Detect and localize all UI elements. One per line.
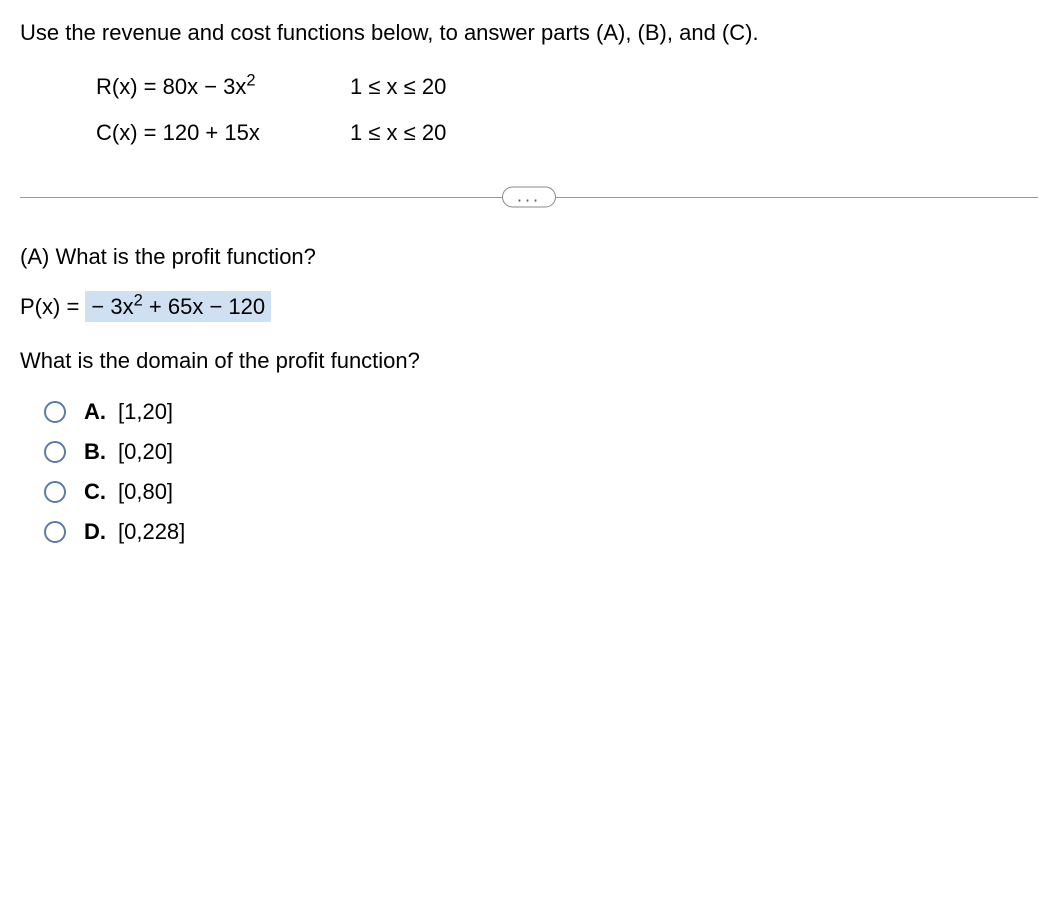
options-list: A. [1,20] B. [0,20] C. [0,80] D. [0,228] [20, 392, 1038, 552]
radio-a[interactable] [44, 401, 66, 423]
equations-block: R(x) = 80x − 3x2 1 ≤ x ≤ 20 C(x) = 120 +… [20, 74, 1038, 146]
option-c[interactable]: C. [0,80] [20, 472, 1038, 512]
cost-equation: C(x) = 120 + 15x 1 ≤ x ≤ 20 [96, 120, 1038, 146]
option-label-b: B. [84, 439, 110, 465]
section-divider: ... [20, 182, 1038, 212]
domain-question: What is the domain of the profit functio… [20, 348, 1038, 374]
intro-text: Use the revenue and cost functions below… [20, 20, 1038, 46]
radio-b[interactable] [44, 441, 66, 463]
option-text-d: [0,228] [118, 519, 185, 545]
expand-button[interactable]: ... [502, 187, 556, 208]
revenue-lhs: R(x) = 80x − 3x [96, 74, 246, 99]
option-text-a: [1,20] [118, 399, 173, 425]
option-b[interactable]: B. [0,20] [20, 432, 1038, 472]
option-text-c: [0,80] [118, 479, 173, 505]
cost-domain: 1 ≤ x ≤ 20 [350, 120, 446, 146]
option-label-d: D. [84, 519, 110, 545]
option-a[interactable]: A. [1,20] [20, 392, 1038, 432]
cost-lhs: C(x) = 120 + 15x [96, 120, 326, 146]
option-text-b: [0,20] [118, 439, 173, 465]
profit-function-line: P(x) = − 3x2 + 65x − 120 [20, 294, 1038, 320]
profit-exp: 2 [134, 292, 143, 310]
revenue-equation: R(x) = 80x − 3x2 1 ≤ x ≤ 20 [96, 74, 1038, 100]
option-d[interactable]: D. [0,228] [20, 512, 1038, 552]
part-a-question: (A) What is the profit function? [20, 244, 1038, 270]
radio-c[interactable] [44, 481, 66, 503]
revenue-exp: 2 [246, 72, 255, 90]
profit-rest: + 65x − 120 [143, 294, 265, 319]
profit-neg: − 3x [91, 294, 133, 319]
option-label-a: A. [84, 399, 110, 425]
profit-prefix: P(x) = [20, 294, 85, 319]
radio-d[interactable] [44, 521, 66, 543]
revenue-domain: 1 ≤ x ≤ 20 [350, 74, 446, 100]
option-label-c: C. [84, 479, 110, 505]
profit-answer-highlight[interactable]: − 3x2 + 65x − 120 [85, 291, 271, 322]
